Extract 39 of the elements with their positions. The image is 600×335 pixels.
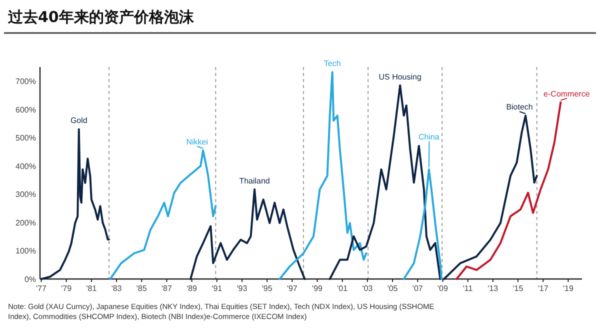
x-tick-label: '95 (262, 284, 273, 293)
x-tick-label: '89 (186, 284, 198, 293)
y-tick-label: 500% (16, 134, 36, 143)
y-tick-label: 300% (16, 190, 36, 200)
x-tick-label: '03 (362, 284, 374, 293)
x-tick-label: '79 (61, 284, 72, 293)
y-tick-label: 0% (24, 275, 36, 284)
x-tick-label: '93 (236, 284, 248, 293)
x-tick-label: '07 (412, 284, 424, 293)
x-tick-label: '91 (212, 284, 223, 293)
title: 过去40年来的资产价格泡沫 (8, 8, 194, 26)
series-label: Gold (70, 116, 88, 126)
x-tick-label: '83 (111, 284, 122, 293)
x-tick-label: '77 (36, 284, 48, 293)
y-tick-label: 700% (16, 77, 36, 86)
x-tick-label: '97 (286, 284, 298, 293)
x-tick-label: '85 (136, 284, 148, 293)
y-tick-label: 600% (16, 105, 36, 114)
series-label: Nikkei (186, 137, 208, 146)
x-tick-label: '99 (312, 284, 324, 293)
y-tick-label: 400% (16, 162, 36, 171)
series-label: Tech (324, 59, 341, 68)
series-label: Biotech (506, 102, 533, 112)
x-tick-label: '09 (438, 284, 448, 293)
series-label: e-Commerce (544, 89, 590, 98)
x-tick-label: '17 (538, 284, 549, 293)
x-tick-label: '15 (512, 284, 524, 293)
y-tick-label: 100% (16, 246, 36, 256)
y-tick-label: 200% (16, 218, 36, 228)
x-tick-label: '87 (162, 284, 172, 293)
x-tick-label: '19 (562, 284, 574, 293)
text: China (418, 132, 440, 142)
x-tick-label: '13 (488, 284, 499, 293)
x-tick-label: '11 (462, 284, 474, 293)
x-tick-label: '01 (337, 284, 348, 293)
series-label: US Housing (378, 72, 422, 82)
x-tick-label: '81 (86, 284, 98, 293)
x-tick-label: '05 (387, 284, 398, 293)
series-label: Thailand (239, 176, 270, 186)
